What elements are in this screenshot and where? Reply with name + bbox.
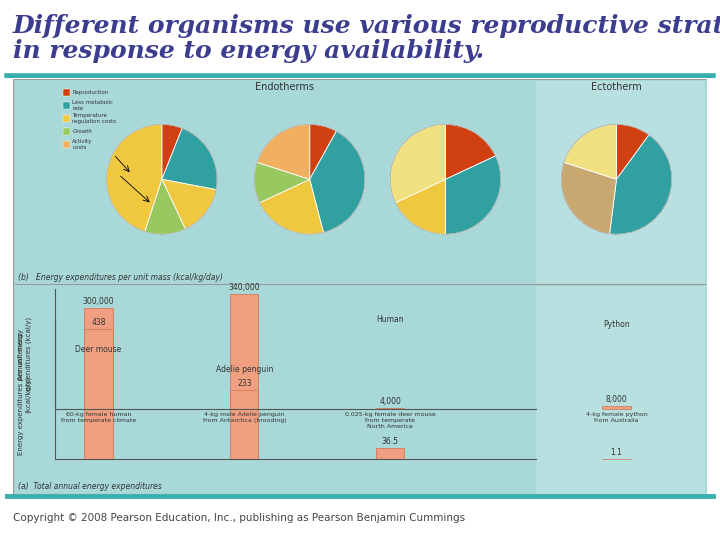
Text: 8,000: 8,000	[606, 395, 627, 404]
Text: 0.025-kg female deer mouse
from temperate
North America: 0.025-kg female deer mouse from temperat…	[345, 412, 436, 429]
Bar	[63, 90, 71, 96]
Text: Activity
costs: Activity costs	[72, 139, 93, 150]
Wedge shape	[260, 179, 323, 234]
Text: 1.1: 1.1	[611, 448, 623, 457]
Text: 300,000: 300,000	[83, 297, 114, 306]
Wedge shape	[145, 179, 185, 234]
Text: Python: Python	[603, 320, 630, 329]
Text: (a)  Total annual energy expenditures: (a) Total annual energy expenditures	[18, 482, 162, 491]
Text: Ectotherm: Ectotherm	[591, 83, 642, 92]
Wedge shape	[310, 131, 365, 233]
Text: Less metabolic
rate: Less metabolic rate	[72, 100, 114, 111]
Text: Growth: Growth	[72, 130, 92, 134]
Text: 438: 438	[91, 318, 106, 327]
Text: Copyright © 2008 Pearson Education, Inc., publishing as Pearson Benjamin Cumming: Copyright © 2008 Pearson Education, Inc.…	[13, 514, 465, 523]
Wedge shape	[564, 124, 616, 179]
Wedge shape	[257, 124, 310, 179]
Bar	[536, 286, 705, 494]
Wedge shape	[395, 179, 446, 234]
Bar	[376, 408, 404, 409]
Bar	[230, 294, 258, 409]
Bar	[63, 116, 71, 123]
Text: 340,000: 340,000	[228, 284, 260, 292]
Wedge shape	[254, 163, 310, 202]
Wedge shape	[310, 124, 336, 179]
Bar	[63, 103, 71, 110]
Bar	[84, 308, 112, 409]
Bar	[63, 141, 71, 149]
Text: Human: Human	[377, 315, 404, 324]
Text: Temperature
regulation costs: Temperature regulation costs	[72, 113, 117, 124]
Text: Endotherms: Endotherms	[255, 83, 314, 92]
Bar	[230, 390, 258, 459]
Bar	[84, 329, 112, 459]
Wedge shape	[446, 124, 495, 179]
Bar	[603, 407, 631, 409]
Text: 233: 233	[237, 379, 251, 388]
Bar	[63, 129, 71, 136]
Wedge shape	[162, 124, 182, 179]
Wedge shape	[561, 163, 616, 234]
Wedge shape	[446, 156, 501, 234]
Wedge shape	[616, 124, 649, 179]
Wedge shape	[610, 135, 672, 234]
Text: in response to energy availability.: in response to energy availability.	[13, 39, 485, 63]
Text: Reproduction: Reproduction	[72, 90, 109, 96]
Text: Energy expenditures per unit mass
(kcal/kg/y): Energy expenditures per unit mass (kcal/…	[18, 333, 32, 455]
Wedge shape	[390, 124, 446, 202]
Text: 4,000: 4,000	[379, 397, 401, 406]
Bar	[376, 448, 404, 459]
Text: 4-kg male Adelie penguin
from Antarctica (brooding): 4-kg male Adelie penguin from Antarctica…	[202, 412, 286, 423]
Text: Annual energy
expenditures (kcal/y): Annual energy expenditures (kcal/y)	[18, 317, 32, 392]
Text: 4-kg female python
from Australia: 4-kg female python from Australia	[585, 412, 647, 423]
Text: (b)   Energy expenditures per unit mass (kcal/kg/day): (b) Energy expenditures per unit mass (k…	[18, 273, 223, 282]
Wedge shape	[162, 179, 216, 229]
Text: Adelie penguin: Adelie penguin	[215, 365, 273, 374]
Text: Deer mouse: Deer mouse	[76, 345, 122, 354]
Wedge shape	[162, 128, 217, 190]
Wedge shape	[107, 124, 162, 232]
Bar	[536, 82, 705, 284]
Text: Different organisms use various reproductive strategies: Different organisms use various reproduc…	[13, 14, 720, 37]
Text: 60-kg female human
from temperate climate: 60-kg female human from temperate climat…	[60, 412, 136, 423]
Text: 36.5: 36.5	[382, 437, 399, 446]
